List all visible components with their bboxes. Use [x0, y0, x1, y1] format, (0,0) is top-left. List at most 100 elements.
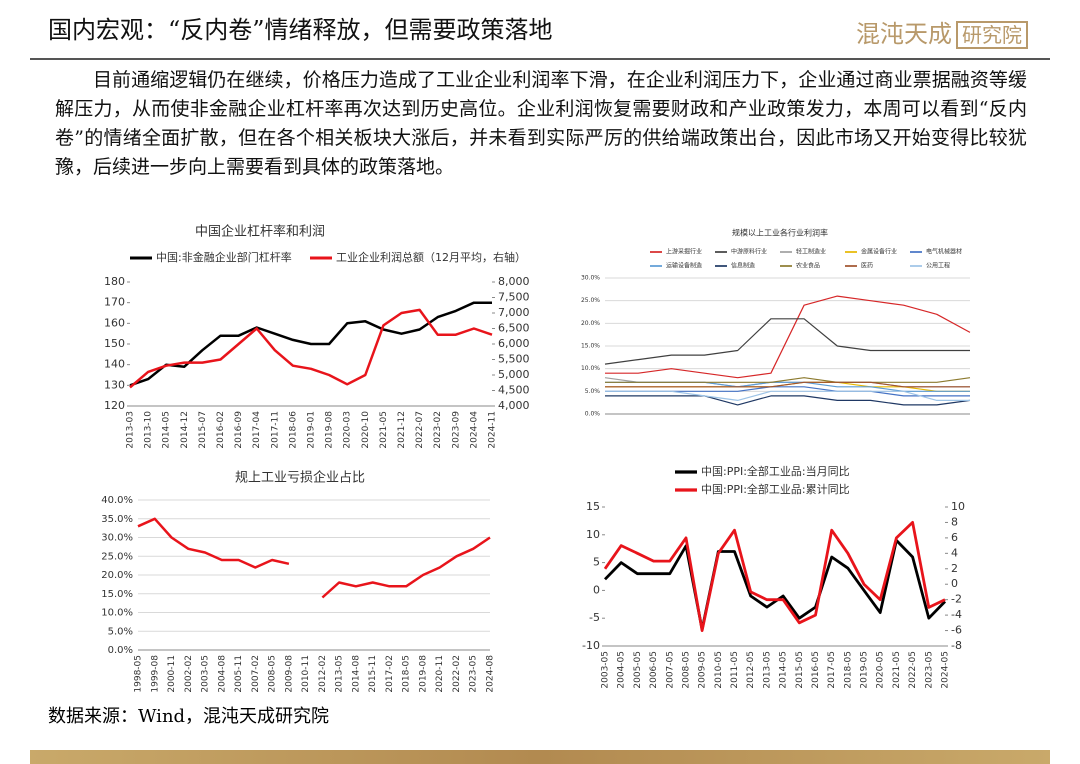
- x-tick-label: 2014-08: [351, 655, 361, 693]
- x-tick-label: 2010-05: [714, 651, 724, 689]
- y-tick-label: 15.0%: [101, 589, 133, 600]
- x-tick-label: 2006-05: [649, 651, 659, 689]
- x-tick-label: 1999-08: [150, 655, 160, 693]
- y-tick-label: 120: [104, 399, 125, 412]
- x-tick-label: 2015-05: [795, 651, 805, 689]
- y-tick-label: 5: [593, 556, 600, 569]
- y2-tick-label: -6: [951, 624, 962, 637]
- header-rule: [30, 58, 1050, 60]
- x-tick-label: 2013-10: [144, 411, 154, 449]
- y-tick-label: 170: [104, 296, 125, 309]
- y2-tick-label: 5,500: [498, 353, 530, 366]
- x-tick-label: 2010-11: [301, 655, 311, 693]
- series-line: [603, 521, 946, 632]
- x-tick-label: 2002-02: [184, 655, 194, 693]
- series-line: [605, 295, 971, 379]
- x-tick-label: 2021-05: [379, 411, 389, 449]
- y2-tick-label: -4: [951, 608, 962, 621]
- x-tick-label: 2005-05: [633, 651, 643, 689]
- chart-title: 中国企业杠杆率和利润: [195, 224, 325, 240]
- y-tick-label: 20.0%: [101, 570, 133, 581]
- y2-tick-label: 4,000: [498, 399, 530, 412]
- y2-tick-label: 6,500: [498, 322, 530, 335]
- x-tick-label: 2019-05: [860, 651, 870, 689]
- y-tick-label: -10: [582, 639, 600, 652]
- y-tick-label: 0.0%: [108, 645, 133, 656]
- x-tick-label: 2016-02: [216, 411, 226, 449]
- series-line: [605, 390, 970, 401]
- y-tick-label: 30.0%: [101, 533, 133, 544]
- source: 数据来源：Wind，混沌天成研究院: [48, 706, 330, 727]
- y2-tick-label: 2: [951, 562, 958, 575]
- y-tick-label: 35.0%: [101, 514, 133, 525]
- x-tick-label: 2003-05: [201, 655, 211, 693]
- x-tick-label: 2017-04: [252, 411, 262, 449]
- charts: 中国企业杠杆率和利润1201301401501601701804,0004,50…: [101, 224, 971, 693]
- y-tick-label: 10: [586, 528, 600, 541]
- x-tick-label: 2012-02: [318, 655, 328, 693]
- x-tick-label: 2008-05: [681, 651, 691, 689]
- x-tick-label: 2016-05: [811, 651, 821, 689]
- x-tick-label: 2018-06: [288, 411, 298, 449]
- y2-tick-label: -2: [951, 593, 962, 606]
- footer-bar: [30, 750, 1050, 764]
- legend-label: 公用工程: [926, 262, 950, 270]
- logo-box: 研究院: [956, 21, 1028, 49]
- y2-tick-label: 6: [951, 531, 958, 544]
- y2-tick-label: 7,000: [498, 306, 530, 319]
- y-tick-label: 180: [104, 275, 125, 288]
- x-tick-label: 2024-05: [941, 651, 951, 689]
- legend-label: 医药: [861, 262, 873, 270]
- x-tick-label: 2019-08: [418, 655, 428, 693]
- x-tick-label: 2008-05: [268, 655, 278, 693]
- x-tick-label: 2020-03: [343, 411, 353, 449]
- series-line: [605, 377, 971, 383]
- series-line: [137, 517, 491, 599]
- x-tick-label: 2021-12: [397, 411, 407, 449]
- legend-label: 工业企业利润总额（12月平均，右轴）: [336, 250, 526, 264]
- x-tick-label: 2017-11: [270, 411, 280, 449]
- y-tick-label: 25.0%: [581, 297, 600, 304]
- logo-text: 混沌天成: [856, 20, 952, 48]
- y-tick-label: 140: [104, 358, 125, 371]
- y2-tick-label: 6,000: [498, 337, 530, 350]
- x-tick-label: 2012-05: [746, 651, 756, 689]
- legend-label: 中国:非金融企业部门杠杆率: [156, 250, 292, 264]
- legend-label: 信息制造: [731, 262, 755, 270]
- series-line: [129, 308, 493, 389]
- logo: 混沌天成 研究院: [856, 14, 1028, 49]
- page-title: 国内宏观：“反内卷”情绪释放，但需要政策落地: [48, 16, 553, 44]
- x-tick-label: 2020-05: [876, 651, 886, 689]
- legend-label: 中游原料行业: [731, 248, 767, 256]
- series-line: [605, 395, 971, 406]
- x-tick-label: 2004-08: [217, 655, 227, 693]
- x-tick-label: 2019-08: [325, 411, 335, 449]
- x-tick-label: 2014-05: [162, 411, 172, 449]
- y2-tick-label: 5,000: [498, 368, 530, 381]
- x-tick-label: 2013-05: [762, 651, 772, 689]
- y-tick-label: 160: [104, 316, 125, 329]
- x-tick-label: 2022-05: [908, 651, 918, 689]
- x-tick-label: 2016-09: [234, 411, 244, 449]
- x-tick-label: 2014-05: [779, 651, 789, 689]
- y2-tick-label: 7,500: [498, 291, 530, 304]
- x-tick-label: 2023-05: [469, 655, 479, 693]
- x-tick-label: 2024-08: [486, 655, 496, 693]
- body-text: 目前通缩逻辑仍在继续，价格压力造成了工业企业利润率下滑，在企业利润压力下，企业通…: [55, 69, 1027, 178]
- x-tick-label: 2022-02: [452, 655, 462, 693]
- x-tick-label: 2020-11: [435, 655, 445, 693]
- legend-label: 农业食品: [796, 262, 820, 270]
- x-tick-label: 2023-05: [924, 651, 934, 689]
- x-tick-label: 2019-01: [307, 411, 317, 449]
- x-tick-label: 2009-05: [698, 651, 708, 689]
- y-tick-label: 5.0%: [585, 388, 601, 395]
- y-tick-label: 150: [104, 337, 125, 350]
- x-tick-label: 2013-03: [126, 411, 136, 449]
- series-line: [603, 539, 947, 631]
- x-tick-label: 2013-05: [335, 655, 345, 693]
- x-tick-label: 2015-11: [368, 655, 378, 693]
- series-line: [605, 381, 970, 388]
- x-tick-label: 2023-02: [433, 411, 443, 449]
- x-tick-label: 2004-05: [617, 651, 627, 689]
